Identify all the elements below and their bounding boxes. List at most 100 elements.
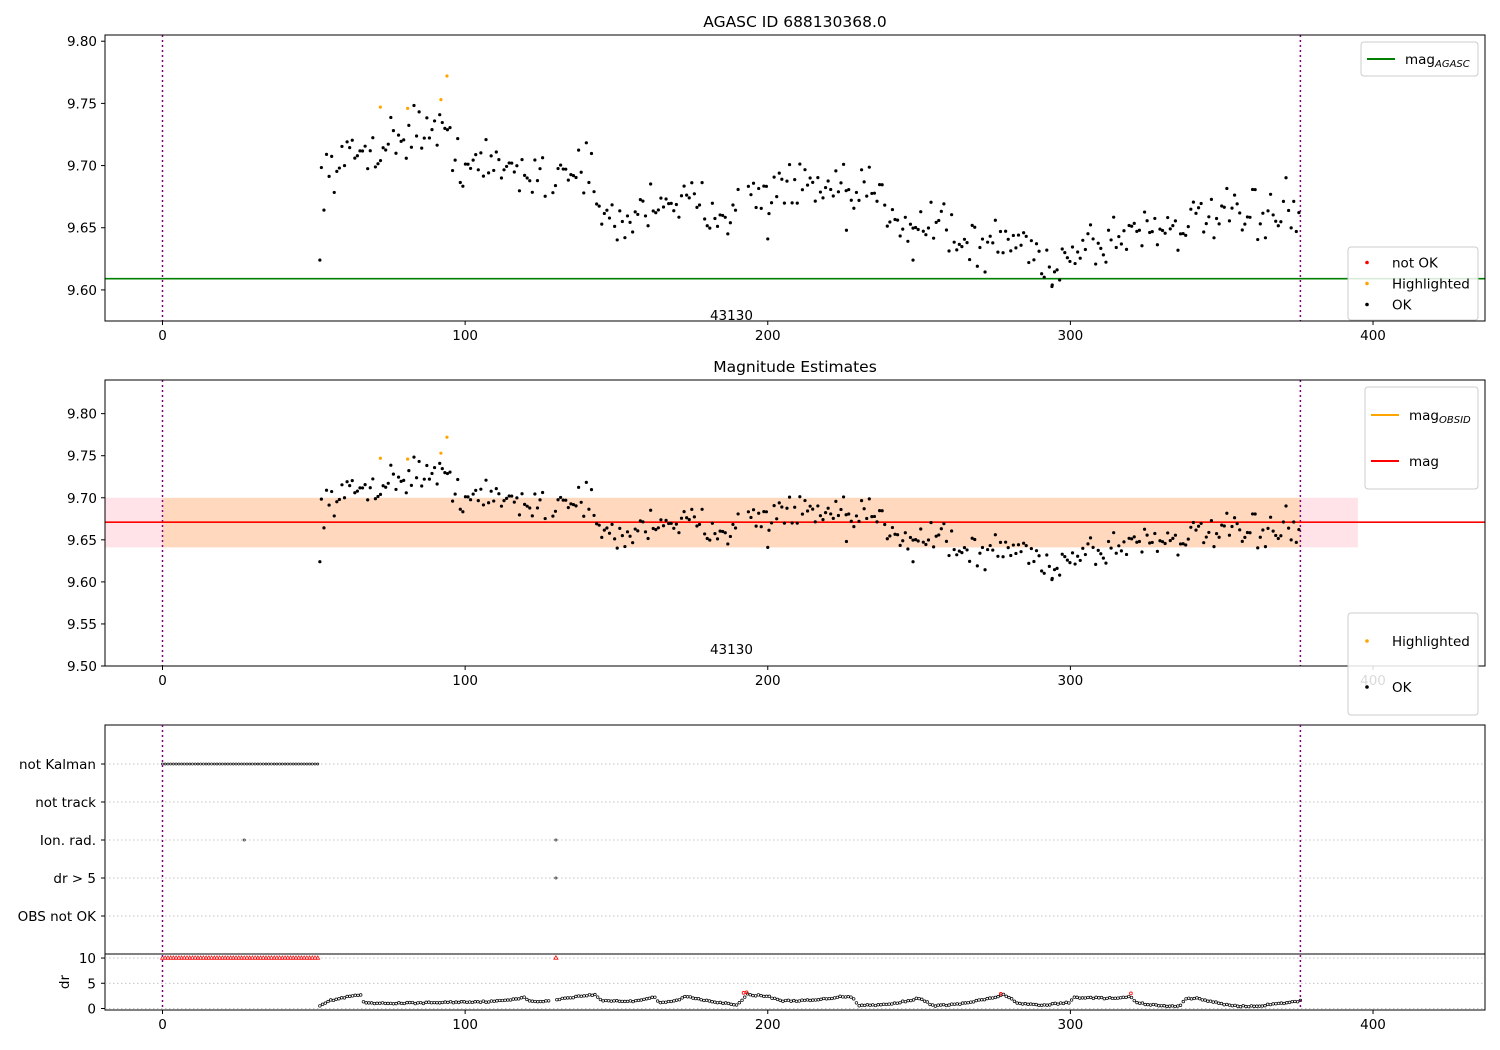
ok-point: [1127, 536, 1131, 540]
dr-capped-marker: [255, 955, 261, 960]
ok-point: [996, 554, 1000, 558]
ok-point: [417, 110, 421, 114]
dr-point: [560, 996, 564, 1001]
ok-point: [1004, 229, 1008, 233]
dr-point: [715, 1001, 720, 1005]
ok-point: [618, 526, 622, 530]
ok-point: [1099, 552, 1103, 556]
ok-point: [543, 194, 547, 198]
dr-capped-marker: [241, 955, 247, 960]
dr-point: [574, 994, 578, 999]
ok-point: [816, 504, 820, 508]
ok-point: [360, 486, 365, 490]
ok-point: [458, 180, 462, 185]
ok-point: [422, 477, 426, 481]
ok-point: [736, 187, 740, 192]
ok-point: [805, 509, 810, 513]
ok-point: [978, 551, 982, 555]
dr-point: [506, 998, 510, 1002]
ok-point: [1034, 242, 1039, 246]
dr-point: [982, 998, 987, 1002]
ok-point: [664, 518, 668, 522]
ok-point: [975, 264, 979, 268]
ok-point: [813, 199, 817, 203]
ok-point: [360, 149, 365, 153]
dr-point: [457, 1000, 461, 1005]
ok-point: [847, 512, 851, 516]
ok-point: [1006, 546, 1010, 550]
ok-point: [350, 479, 354, 483]
ok-point: [916, 539, 920, 543]
dr-point: [1274, 1002, 1278, 1006]
ok-point: [350, 138, 354, 142]
ok-point: [1109, 238, 1113, 242]
ok-point: [574, 175, 578, 180]
ok-point: [402, 478, 406, 482]
ok-point: [1297, 210, 1301, 215]
dr-capped-marker: [271, 955, 277, 960]
ok-point: [854, 514, 859, 518]
ok-point: [1235, 202, 1239, 206]
legend-dot-marker: [1365, 302, 1369, 307]
flag-label: OBS not OK: [18, 909, 98, 925]
dr-point: [721, 1001, 725, 1006]
flag-point: [253, 762, 257, 766]
ok-point: [353, 491, 357, 495]
dr-point: [1020, 1002, 1025, 1006]
ok-point: [649, 182, 653, 186]
dr-point: [596, 995, 600, 999]
ok-point: [1220, 523, 1224, 527]
ok-point: [803, 498, 807, 503]
plot-area: [105, 35, 1485, 321]
dr-capped-marker: [309, 955, 315, 960]
ok-point: [574, 504, 578, 508]
ok-point: [1171, 536, 1175, 540]
ok-point: [1009, 249, 1013, 253]
flag-point: [169, 762, 173, 766]
flag-point: [199, 762, 203, 766]
dr-point: [778, 998, 782, 1002]
dr-point: [495, 999, 499, 1003]
ok-point: [654, 528, 658, 532]
dr-point: [443, 1000, 447, 1004]
ok-point: [592, 513, 596, 518]
ok-point: [636, 212, 640, 217]
ok-point: [667, 202, 671, 206]
y-tick-label: 9.75: [67, 449, 97, 465]
ok-point: [1294, 229, 1298, 234]
ok-point: [1004, 540, 1008, 544]
flag-point: [554, 876, 558, 880]
ok-point: [384, 485, 388, 489]
ok-point: [368, 486, 372, 490]
ok-point: [435, 143, 439, 147]
ok-point: [595, 522, 599, 526]
ok-point: [332, 514, 336, 518]
ok-point: [1014, 551, 1018, 556]
dr-point: [718, 1000, 722, 1005]
dr-axis-label: dr: [57, 974, 73, 989]
flag-point: [242, 762, 246, 766]
ok-point: [1042, 275, 1046, 279]
ok-point: [777, 171, 781, 175]
ok-point: [625, 530, 630, 534]
ok-point: [762, 510, 766, 514]
ok-point: [1063, 555, 1067, 559]
ok-point: [1137, 228, 1141, 232]
dr-point: [743, 995, 747, 999]
ok-point: [883, 522, 887, 527]
flag-point: [182, 762, 186, 766]
ok-point: [582, 191, 586, 195]
dr-point: [666, 999, 671, 1004]
ok-point: [880, 183, 884, 187]
ok-point: [901, 227, 905, 231]
dr-point: [429, 1001, 434, 1005]
ok-point: [1217, 535, 1221, 539]
dr-capped-marker: [206, 955, 212, 960]
ok-point: [1158, 227, 1162, 231]
dr-point: [1268, 1002, 1273, 1007]
dr-point: [841, 995, 845, 999]
ok-point: [535, 506, 540, 510]
dr-point: [944, 1003, 948, 1008]
dr-point: [454, 1000, 458, 1004]
ok-point: [1286, 526, 1291, 530]
